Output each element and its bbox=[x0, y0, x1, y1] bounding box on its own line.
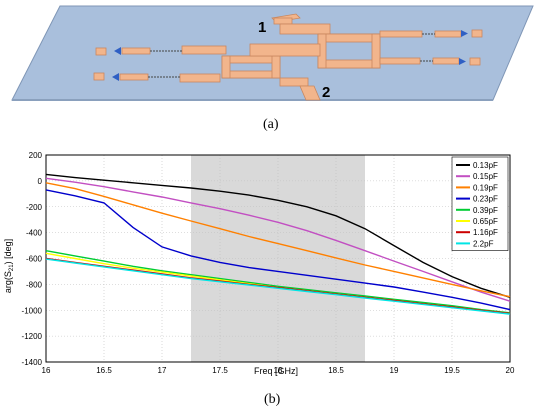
x-tick-label: 18 bbox=[274, 366, 283, 375]
legend-entry: 0.15pF bbox=[473, 172, 498, 181]
lower-circuit-trace bbox=[93, 43, 321, 101]
y-tick-label: -200 bbox=[26, 203, 43, 212]
y-tick-label: -1200 bbox=[22, 332, 43, 341]
x-tick-label: 19.5 bbox=[444, 366, 460, 375]
x-tick-label: 16.5 bbox=[96, 366, 112, 375]
y-tick-labels: 200 0 -200 -400 -600 -800 -1000 -1200 -1400 bbox=[22, 151, 43, 367]
y-tick-label: -1400 bbox=[22, 358, 43, 367]
upper-line-dashes bbox=[420, 33, 435, 62]
y-tick-label: 200 bbox=[29, 151, 43, 160]
series-line-0.13pF bbox=[45, 173, 511, 298]
x-tick-label: 20 bbox=[506, 366, 515, 375]
legend-entry: 0.19pF bbox=[473, 183, 498, 192]
legend-entry: 0.23pF bbox=[473, 195, 498, 204]
y-tick-label: -800 bbox=[26, 280, 43, 289]
y-axis-label: arg(S21) [deg] bbox=[3, 239, 15, 293]
port-1-label: 1 bbox=[258, 19, 266, 36]
y-tick-label: 0 bbox=[38, 177, 43, 186]
x-tick-label: 18.5 bbox=[328, 366, 344, 375]
series-line-0.19pF bbox=[45, 182, 511, 298]
series-line-0.39pF bbox=[45, 250, 511, 314]
series-line-2.2pF bbox=[45, 258, 511, 315]
panel-a-caption: (a) bbox=[263, 117, 279, 132]
legend-entry: 0.65pF bbox=[473, 217, 498, 226]
legend-entry: 2.2pF bbox=[473, 239, 494, 248]
upper-capacitor-arrows bbox=[459, 30, 468, 65]
x-tick-label: 17 bbox=[158, 366, 167, 375]
lower-line-dashes bbox=[148, 50, 182, 78]
y-tick-label: -1000 bbox=[22, 306, 43, 315]
x-axis-label: Freq [GHz] bbox=[254, 366, 298, 376]
panel-b-caption: (b) bbox=[264, 392, 281, 407]
x-tick-labels: 16 16.5 17 17.5 18 18.5 19 19.5 20 bbox=[42, 366, 515, 375]
y-tick-label: -400 bbox=[26, 229, 43, 238]
series-line-0.15pF bbox=[45, 177, 511, 302]
circuit-layout-figure: 1 2 bbox=[11, 5, 534, 101]
port-2-label: 2 bbox=[322, 84, 330, 101]
legend-entry: 0.39pF bbox=[473, 206, 498, 215]
legend-box bbox=[451, 156, 509, 251]
x-tick-label: 16 bbox=[42, 366, 51, 375]
x-tick-label: 19 bbox=[390, 366, 399, 375]
series-line-0.23pF bbox=[45, 189, 511, 311]
lower-capacitor-arrows bbox=[112, 47, 121, 81]
x-tick-label: 17.5 bbox=[212, 366, 228, 375]
legend-entry: 0.13pF bbox=[473, 161, 498, 170]
y-tick-label: -600 bbox=[26, 255, 43, 264]
legend: 0.13pF 0.15pF 0.19pF 0.23pF 0.39pF 0.65pF 1.16… bbox=[451, 156, 509, 251]
series-lines bbox=[45, 173, 511, 315]
legend-entry: 1.16pF bbox=[473, 228, 498, 237]
